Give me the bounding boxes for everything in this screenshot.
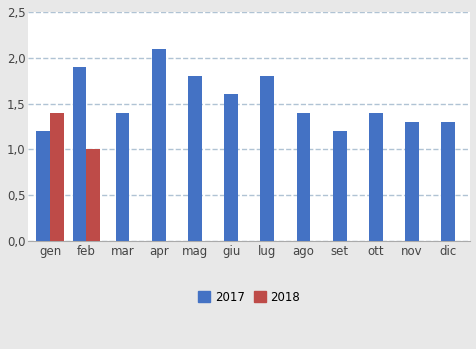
Bar (260, 76, 274, 241)
Bar (296, 113, 310, 241)
Bar (405, 122, 418, 241)
Bar (86, 149, 100, 241)
Bar (224, 95, 238, 241)
Bar (368, 113, 382, 241)
Bar (50, 113, 64, 241)
Legend: 2017, 2018: 2017, 2018 (193, 286, 304, 309)
Bar (188, 76, 201, 241)
Bar (115, 113, 129, 241)
Bar (440, 122, 454, 241)
Bar (36, 131, 50, 241)
Bar (151, 49, 165, 241)
Bar (72, 67, 86, 241)
Bar (332, 131, 346, 241)
